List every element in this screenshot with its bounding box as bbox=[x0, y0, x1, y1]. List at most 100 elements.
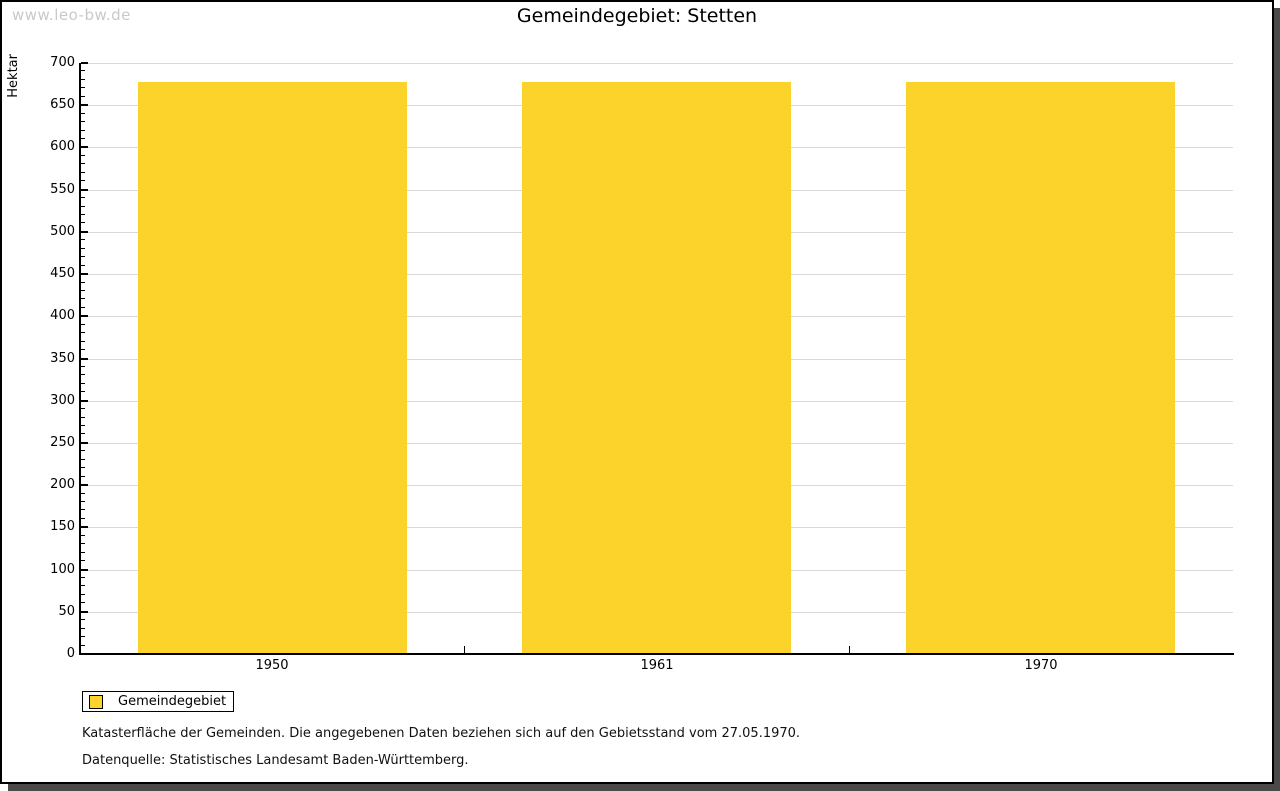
y-tick-minor bbox=[81, 298, 85, 299]
y-tick-label: 0 bbox=[66, 646, 75, 661]
y-tick-minor bbox=[81, 87, 85, 88]
y-tick-major bbox=[81, 189, 88, 191]
y-tick-major bbox=[81, 400, 88, 402]
y-tick-major bbox=[81, 442, 88, 444]
y-tick-major bbox=[81, 146, 88, 148]
y-tick-minor bbox=[81, 383, 85, 384]
y-tick-minor bbox=[81, 493, 85, 494]
y-tick-minor bbox=[81, 585, 85, 586]
y-tick-minor bbox=[81, 518, 85, 519]
y-tick-major bbox=[81, 611, 88, 613]
y-tick-minor bbox=[81, 509, 85, 510]
bar-1950 bbox=[138, 82, 407, 654]
x-tick-label: 1950 bbox=[255, 658, 289, 673]
y-gridline bbox=[82, 63, 1233, 64]
y-tick-minor bbox=[81, 290, 85, 291]
y-tick-label: 450 bbox=[50, 266, 75, 281]
y-tick-minor bbox=[81, 155, 85, 156]
y-tick-minor bbox=[81, 552, 85, 553]
y-tick-label: 400 bbox=[50, 308, 75, 323]
y-tick-minor bbox=[81, 417, 85, 418]
plot-area: 1950 1961 1970 0 50 100 150 200 250 300 350 400 450 5… bbox=[2, 2, 1274, 782]
y-tick-minor bbox=[81, 349, 85, 350]
y-tick-minor bbox=[81, 366, 85, 367]
legend-label: Gemeindegebiet bbox=[118, 694, 227, 709]
y-tick-minor bbox=[81, 602, 85, 603]
footnote-data-source: Datenquelle: Statistisches Landesamt Bad… bbox=[82, 753, 469, 768]
bar-1961 bbox=[522, 82, 791, 654]
y-tick-minor bbox=[81, 307, 85, 308]
x-axis-tick bbox=[849, 646, 850, 653]
y-tick-minor bbox=[81, 265, 85, 266]
y-tick-minor bbox=[81, 450, 85, 451]
y-tick-minor bbox=[81, 341, 85, 342]
y-tick-major bbox=[81, 569, 88, 571]
y-tick-minor bbox=[81, 130, 85, 131]
y-tick-minor bbox=[81, 476, 85, 477]
y-tick-major bbox=[81, 273, 88, 275]
y-tick-label: 200 bbox=[50, 477, 75, 492]
x-tick-label: 1970 bbox=[1024, 658, 1058, 673]
y-tick-minor bbox=[81, 197, 85, 198]
y-tick-minor bbox=[81, 282, 85, 283]
y-tick-minor bbox=[81, 332, 85, 333]
y-tick-minor bbox=[81, 425, 85, 426]
y-tick-minor bbox=[81, 459, 85, 460]
y-tick-major bbox=[81, 358, 88, 360]
y-tick-minor bbox=[81, 374, 85, 375]
y-tick-minor bbox=[81, 636, 85, 637]
legend-box: Gemeindegebiet bbox=[82, 691, 234, 712]
y-tick-minor bbox=[81, 96, 85, 97]
y-tick-label: 300 bbox=[50, 393, 75, 408]
chart-title: Gemeindegebiet: Stetten bbox=[516, 5, 758, 27]
y-tick-minor bbox=[81, 467, 85, 468]
y-tick-minor bbox=[81, 70, 85, 71]
y-tick-minor bbox=[81, 180, 85, 181]
y-tick-minor bbox=[81, 594, 85, 595]
y-tick-minor bbox=[81, 222, 85, 223]
y-tick-minor bbox=[81, 628, 85, 629]
x-axis-tick bbox=[464, 646, 465, 653]
y-tick-minor bbox=[81, 577, 85, 578]
x-axis-line bbox=[79, 653, 1234, 655]
y-tick-minor bbox=[81, 79, 85, 80]
y-tick-label: 50 bbox=[58, 604, 75, 619]
y-tick-minor bbox=[81, 138, 85, 139]
bar-1970 bbox=[906, 82, 1175, 654]
y-tick-label: 550 bbox=[50, 182, 75, 197]
y-tick-major bbox=[81, 62, 88, 64]
y-tick-label: 350 bbox=[50, 351, 75, 366]
y-tick-minor bbox=[81, 256, 85, 257]
y-tick-minor bbox=[81, 113, 85, 114]
y-tick-minor bbox=[81, 408, 85, 409]
y-tick-label: 250 bbox=[50, 435, 75, 450]
y-tick-label: 150 bbox=[50, 519, 75, 534]
y-tick-minor bbox=[81, 501, 85, 502]
y-tick-minor bbox=[81, 239, 85, 240]
watermark: www.leo-bw.de bbox=[12, 6, 131, 24]
footnote-source-note: Katasterfläche der Gemeinden. Die angege… bbox=[82, 726, 801, 741]
y-tick-label: 700 bbox=[50, 55, 75, 70]
y-tick-label: 500 bbox=[50, 224, 75, 239]
y-tick-minor bbox=[81, 163, 85, 164]
y-tick-minor bbox=[81, 433, 85, 434]
y-tick-minor bbox=[81, 391, 85, 392]
y-tick-major bbox=[81, 104, 88, 106]
y-tick-minor bbox=[81, 248, 85, 249]
y-axis-line bbox=[79, 63, 81, 655]
y-tick-minor bbox=[81, 206, 85, 207]
y-tick-minor bbox=[81, 543, 85, 544]
y-tick-major bbox=[81, 231, 88, 233]
y-tick-major bbox=[81, 315, 88, 317]
x-tick-label: 1961 bbox=[640, 658, 674, 673]
y-tick-major bbox=[81, 484, 88, 486]
legend-swatch-icon bbox=[89, 694, 103, 709]
y-tick-minor bbox=[81, 172, 85, 173]
y-tick-minor bbox=[81, 645, 85, 646]
y-tick-minor bbox=[81, 324, 85, 325]
y-tick-minor bbox=[81, 214, 85, 215]
y-tick-minor bbox=[81, 560, 85, 561]
y-tick-minor bbox=[81, 121, 85, 122]
y-tick-major bbox=[81, 526, 88, 528]
